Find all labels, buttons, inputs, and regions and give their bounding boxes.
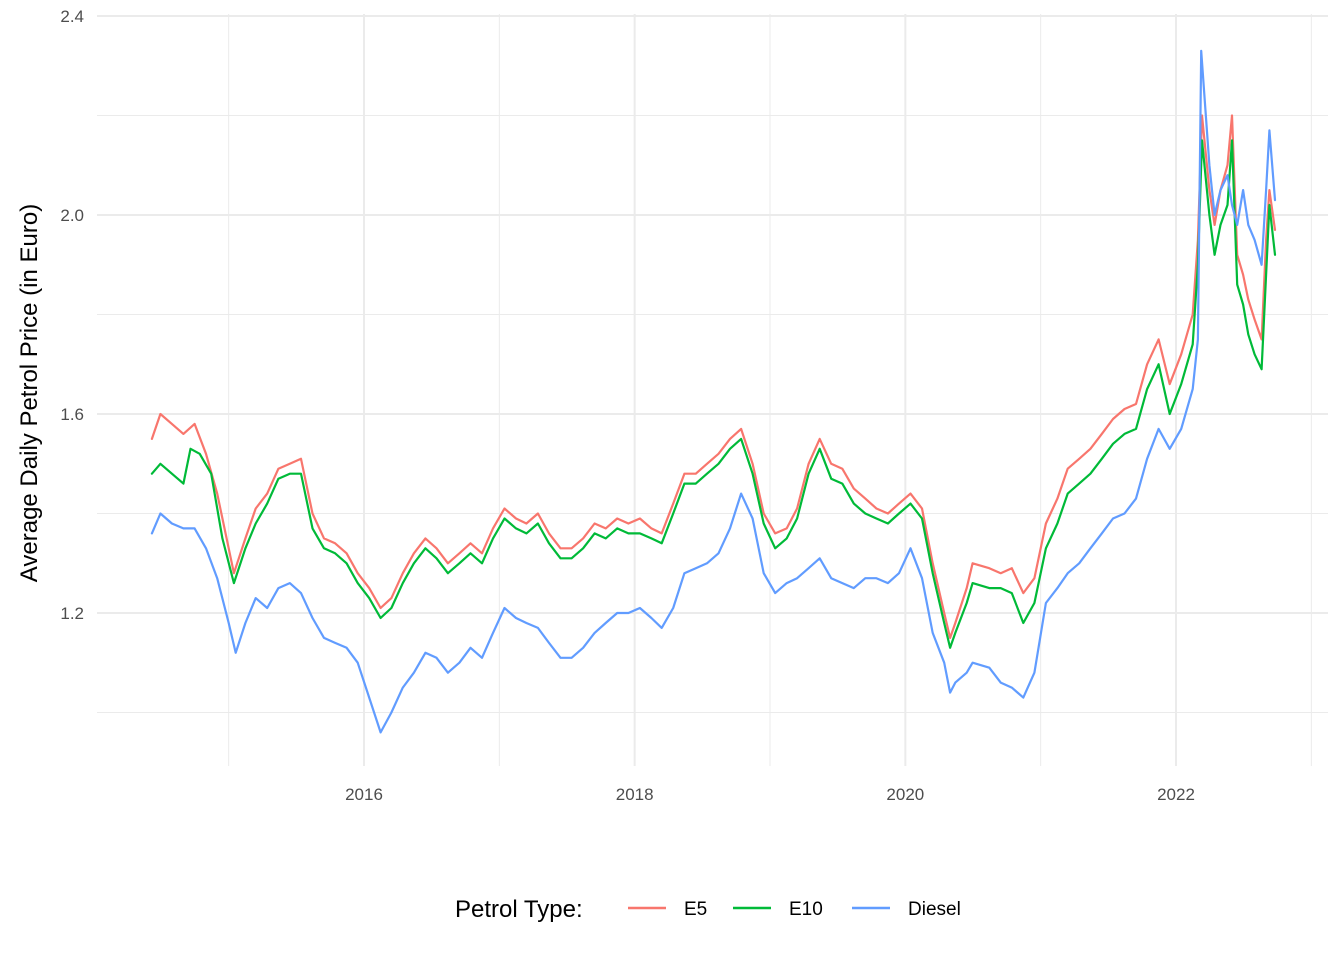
series-line-e5 <box>150 114 1277 639</box>
legend-label-e5: E5 <box>684 899 707 920</box>
series-line-diesel <box>150 49 1277 734</box>
legend-label-e10: E10 <box>789 899 823 920</box>
y-axis-ticks: 1.2 1.6 2.0 2.4 <box>60 7 84 623</box>
legend-label-diesel: Diesel <box>908 899 961 920</box>
x-tick-label: 2020 <box>886 785 924 804</box>
legend-items: E5 E10 Diesel <box>628 899 961 920</box>
series-line-e10 <box>150 139 1277 649</box>
y-tick-label: 2.0 <box>60 206 84 225</box>
x-tick-label: 2016 <box>345 785 383 804</box>
legend: Petrol Type: E5 E10 Diesel <box>455 896 961 923</box>
grid-layer <box>97 14 1328 766</box>
y-axis-title: Average Daily Petrol Price (in Euro) <box>16 204 43 582</box>
y-tick-label: 1.2 <box>60 604 84 623</box>
y-tick-label: 2.4 <box>60 7 84 26</box>
x-tick-label: 2022 <box>1157 785 1195 804</box>
x-axis-ticks: 2016 2018 2020 2022 <box>345 785 1195 804</box>
x-tick-label: 2018 <box>616 785 654 804</box>
y-tick-label: 1.6 <box>60 405 84 424</box>
legend-title: Petrol Type: <box>455 896 583 923</box>
series-layer <box>150 49 1277 734</box>
